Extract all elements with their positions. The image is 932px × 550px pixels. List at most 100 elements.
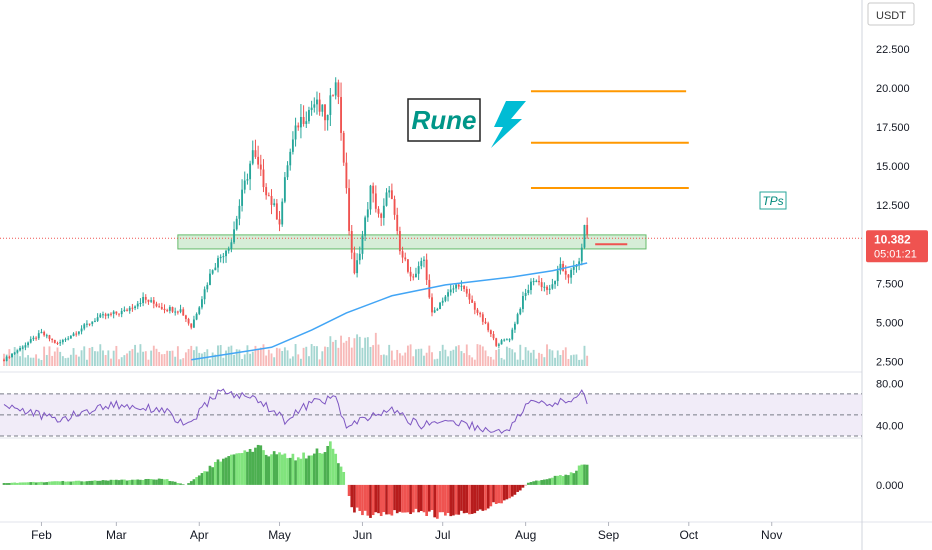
candle-body[interactable] (487, 323, 490, 331)
candle-body[interactable] (316, 99, 318, 105)
candle-body[interactable] (171, 307, 174, 312)
candle-body[interactable] (104, 314, 107, 316)
candle-body[interactable] (163, 308, 166, 311)
candle-body[interactable] (123, 309, 126, 311)
candle-body[interactable] (158, 306, 161, 308)
candle-body[interactable] (508, 339, 511, 341)
candle-body[interactable] (35, 337, 38, 339)
candle-body[interactable] (131, 307, 134, 309)
candle-body[interactable] (8, 356, 11, 358)
candle-body[interactable] (267, 195, 270, 197)
candle-body[interactable] (211, 270, 214, 274)
candle-body[interactable] (273, 203, 276, 205)
candle-body[interactable] (195, 313, 198, 320)
candle-body[interactable] (243, 180, 246, 190)
candle-body[interactable] (75, 333, 78, 335)
candle-body[interactable] (305, 121, 308, 124)
candle-body[interactable] (281, 201, 284, 225)
candle-body[interactable] (377, 208, 380, 214)
candle-body[interactable] (554, 281, 556, 285)
candle-body[interactable] (340, 97, 342, 133)
candle-body[interactable] (299, 117, 302, 128)
candle-body[interactable] (401, 251, 404, 258)
candle-body[interactable] (460, 285, 463, 287)
candle-body[interactable] (283, 177, 286, 202)
candle-body[interactable] (348, 188, 351, 232)
candle-body[interactable] (174, 311, 177, 313)
candle-body[interactable] (511, 329, 514, 340)
candle-body[interactable] (324, 104, 326, 121)
candle-body[interactable] (500, 340, 503, 345)
candle-body[interactable] (112, 311, 115, 314)
candle-body[interactable] (358, 253, 361, 261)
candle-body[interactable] (291, 139, 294, 152)
candle-body[interactable] (543, 286, 546, 288)
candle-body[interactable] (337, 82, 340, 98)
candle-body[interactable] (393, 199, 396, 215)
candle-body[interactable] (118, 313, 120, 315)
candle-body[interactable] (423, 259, 425, 261)
candle-body[interactable] (465, 289, 468, 294)
candle-body[interactable] (369, 185, 372, 210)
candle-body[interactable] (254, 150, 257, 157)
candle-body[interactable] (257, 156, 260, 165)
candle-body[interactable] (447, 292, 449, 297)
candle-body[interactable] (69, 335, 72, 339)
candle-body[interactable] (505, 339, 508, 341)
candle-body[interactable] (265, 187, 268, 196)
candle-body[interactable] (24, 345, 27, 348)
candle-body[interactable] (364, 217, 367, 236)
candle-body[interactable] (246, 179, 249, 181)
candle-body[interactable] (308, 110, 310, 122)
candle-body[interactable] (479, 312, 482, 315)
candle-body[interactable] (139, 302, 142, 304)
candle-body[interactable] (513, 323, 516, 330)
candle-body[interactable] (417, 266, 420, 274)
candle-body[interactable] (497, 344, 500, 346)
candle-body[interactable] (235, 218, 238, 230)
candle-body[interactable] (289, 151, 292, 166)
candle-body[interactable] (313, 104, 316, 108)
candle-body[interactable] (126, 309, 128, 311)
candle-body[interactable] (415, 273, 417, 278)
candle-body[interactable] (471, 299, 474, 303)
candle-body[interactable] (567, 274, 570, 278)
candle-body[interactable] (147, 299, 150, 302)
candle-body[interactable] (179, 309, 182, 312)
candle-body[interactable] (463, 285, 466, 290)
candle-body[interactable] (503, 339, 506, 341)
candle-body[interactable] (187, 318, 190, 324)
candle-body[interactable] (5, 356, 8, 361)
candle-body[interactable] (152, 300, 155, 304)
candle-body[interactable] (356, 260, 359, 274)
candle-body[interactable] (457, 284, 460, 287)
candle-body[interactable] (564, 270, 567, 275)
candle-body[interactable] (580, 247, 583, 262)
candle-body[interactable] (209, 273, 211, 285)
candle-body[interactable] (29, 339, 32, 343)
candle-body[interactable] (468, 293, 471, 300)
candle-body[interactable] (217, 258, 219, 268)
candle-body[interactable] (155, 303, 158, 307)
candle-body[interactable] (219, 256, 222, 259)
candle-body[interactable] (11, 353, 13, 358)
candle-body[interactable] (241, 189, 244, 206)
candle-body[interactable] (115, 311, 118, 314)
candle-body[interactable] (203, 289, 206, 300)
candle-body[interactable] (45, 335, 48, 337)
candle-body[interactable] (214, 267, 217, 271)
candle-body[interactable] (444, 296, 447, 301)
candle-body[interactable] (85, 323, 88, 325)
candle-body[interactable] (439, 302, 441, 310)
candle-body[interactable] (310, 107, 313, 111)
candle-body[interactable] (332, 95, 334, 97)
candle-body[interactable] (436, 309, 439, 311)
candle-body[interactable] (270, 195, 273, 205)
candle-body[interactable] (326, 114, 329, 121)
candle-body[interactable] (91, 321, 94, 324)
candle-body[interactable] (535, 280, 538, 282)
candle-body[interactable] (396, 214, 399, 232)
candle-body[interactable] (546, 286, 548, 290)
candle-body[interactable] (64, 339, 67, 341)
candle-body[interactable] (222, 256, 225, 258)
